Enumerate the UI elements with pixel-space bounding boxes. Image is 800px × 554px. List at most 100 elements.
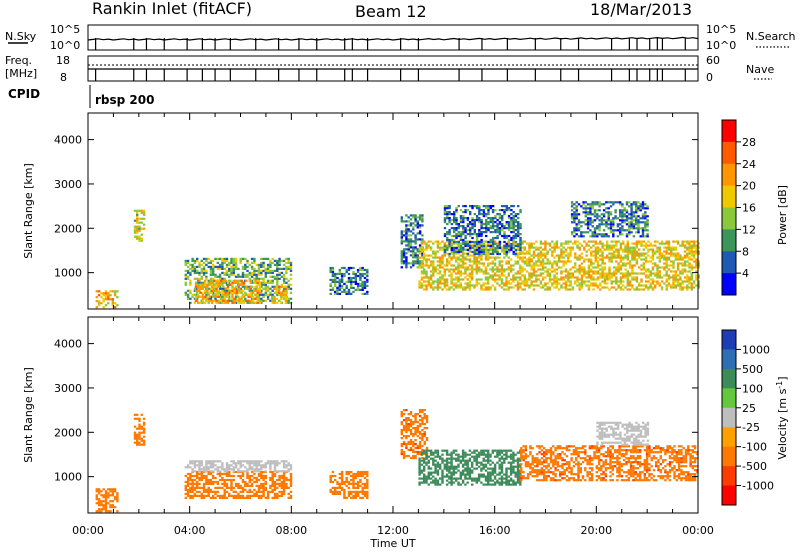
heatmap-cell: [234, 466, 238, 469]
heatmap-cell: [366, 274, 369, 278]
heatmap-cell: [624, 250, 627, 253]
heatmap-cell: [644, 217, 647, 220]
heatmap-cell: [257, 490, 261, 493]
heatmap-cell: [670, 286, 673, 289]
heatmap-cell: [429, 274, 433, 277]
heatmap-cell: [102, 496, 105, 499]
heatmap-cell: [544, 282, 547, 285]
heatmap-cell: [512, 244, 515, 247]
heatmap-cell: [423, 435, 426, 438]
heatmap-cell: [461, 254, 465, 257]
heatmap-cell: [670, 270, 673, 273]
heatmap-cell: [269, 261, 272, 264]
heatmap-cell: [97, 492, 101, 495]
heatmap-cell: [548, 244, 552, 247]
heatmap-cell: [535, 260, 538, 263]
heatmap-cell: [674, 274, 677, 277]
heatmap-cell: [223, 468, 226, 471]
heatmap-cell: [493, 268, 497, 271]
heatmap-cell: [639, 205, 642, 208]
heatmap-cell: [569, 252, 572, 255]
heatmap-cell: [133, 431, 137, 434]
heatmap-cell: [651, 266, 655, 269]
heatmap-cell: [591, 201, 594, 204]
heatmap-cell: [614, 211, 617, 214]
heatmap-cell: [246, 259, 249, 262]
heatmap-cell: [674, 248, 677, 251]
heatmap-cell: [221, 257, 224, 260]
heatmap-cell: [672, 284, 675, 287]
heatmap-cell: [494, 248, 497, 252]
heatmap-cell: [271, 297, 274, 300]
heatmap-cell: [498, 233, 502, 236]
heatmap-cell: [602, 215, 606, 218]
heatmap-cell: [642, 272, 645, 275]
heatmap-cell: [471, 246, 474, 250]
cpid-value: rbsp 200: [95, 93, 154, 107]
heatmap-cell: [189, 490, 192, 493]
heatmap-cell: [459, 260, 462, 263]
heatmap-cell: [551, 282, 554, 285]
heatmap-cell: [517, 217, 520, 220]
heatmap-cell: [280, 291, 283, 294]
heatmap-cell: [262, 295, 265, 298]
heatmap-cell: [229, 283, 232, 286]
heatmap-cell: [487, 280, 490, 283]
heatmap-cell: [612, 256, 616, 259]
heatmap-cell: [482, 215, 486, 218]
heatmap-cell: [514, 219, 518, 222]
heatmap-cell: [218, 486, 222, 489]
heatmap-cell: [255, 490, 258, 493]
heatmap-cell: [140, 217, 143, 220]
heatmap-cell: [457, 272, 460, 275]
heatmap-cell: [420, 250, 424, 253]
heatmap-cell: [638, 248, 641, 251]
heatmap-cell: [414, 238, 417, 241]
heatmap-cell: [484, 270, 488, 273]
heatmap-cell: [525, 262, 529, 265]
heatmap-cell: [626, 276, 629, 279]
heatmap-cell: [676, 242, 680, 245]
heatmap-cell: [209, 470, 213, 473]
heatmap-cell: [223, 484, 226, 487]
heatmap-cell: [273, 460, 277, 463]
heatmap-cell: [249, 295, 252, 298]
heatmap-cell: [345, 268, 348, 272]
heatmap-cell: [423, 477, 426, 480]
heatmap-cell: [212, 263, 215, 266]
heatmap-cell: [617, 240, 620, 243]
heatmap-cell: [336, 288, 339, 291]
heatmap-cell: [457, 278, 460, 281]
heatmap-cell: [104, 492, 108, 495]
heatmap-cell: [592, 270, 595, 273]
heatmap-cell: [409, 425, 413, 428]
heatmap-cell: [245, 285, 248, 288]
heatmap-cell: [354, 492, 357, 495]
heatmap-cell: [418, 442, 422, 446]
heatmap-cell: [289, 478, 293, 482]
heatmap-cell: [665, 240, 668, 243]
heatmap-cell: [425, 415, 429, 418]
heatmap-cell: [630, 223, 633, 226]
heatmap-cell: [429, 262, 433, 265]
heatmap-cell: [532, 266, 536, 269]
heatmap-cell: [361, 280, 364, 283]
heatmap-cell: [100, 500, 103, 503]
heatmap-cell: [619, 209, 622, 212]
heatmap-cell: [107, 296, 110, 299]
heatmap-cell: [338, 280, 341, 283]
heatmap-cell: [212, 466, 215, 469]
heatmap-cell: [647, 244, 650, 247]
heatmap-cell: [614, 217, 617, 220]
heatmap-cell: [580, 280, 584, 283]
heatmap-cell: [617, 264, 620, 267]
heatmap-cell: [338, 484, 341, 487]
heatmap-cell: [651, 248, 655, 251]
heatmap-cell: [674, 278, 677, 281]
heatmap-cell: [455, 278, 458, 281]
heatmap-cell: [133, 231, 137, 234]
heatmap-cell: [491, 252, 495, 256]
heatmap-cell: [649, 278, 652, 281]
heatmap-cell: [343, 490, 346, 493]
heatmap-cell: [692, 280, 696, 283]
